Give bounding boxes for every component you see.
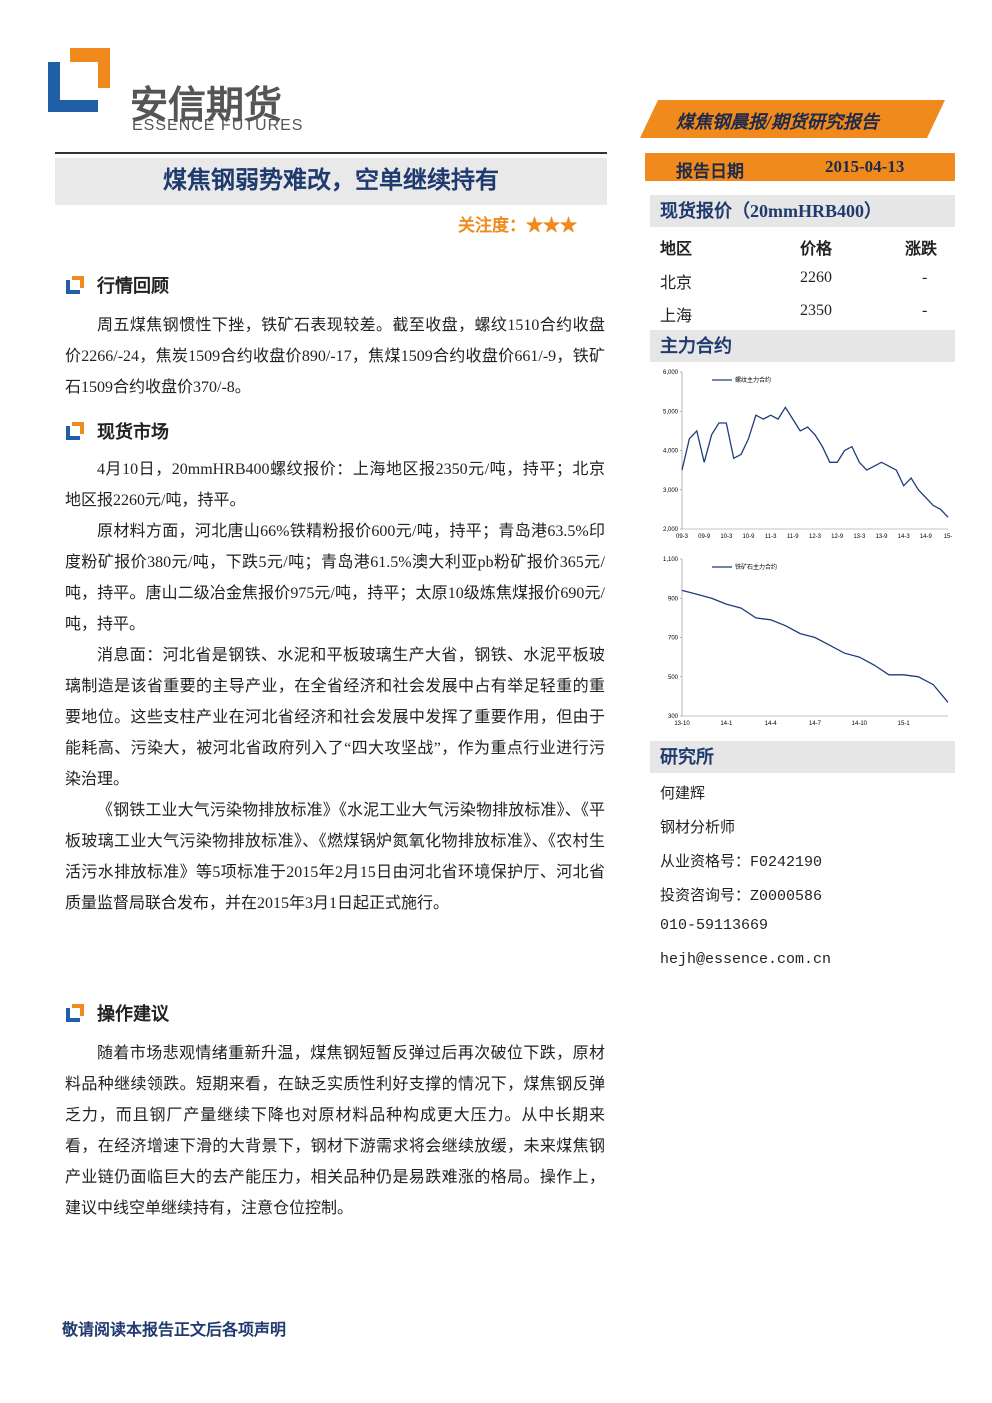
spot-heading: 现货报价（20mmHRB400） bbox=[650, 195, 955, 227]
x-tick-label: 14-10 bbox=[852, 721, 868, 727]
icon bbox=[66, 276, 84, 294]
x-tick-label: 13-3 bbox=[853, 534, 866, 540]
footer: 敬请阅读本报告正文后各项声明 bbox=[62, 1322, 287, 1339]
banner-shape bbox=[640, 100, 945, 138]
date-label: 报告日期 bbox=[676, 162, 744, 181]
heading-text: 操作建议 bbox=[97, 1004, 169, 1024]
x-tick-label: 12-9 bbox=[831, 534, 844, 540]
contact: 何建辉 bbox=[660, 786, 706, 803]
icon bbox=[66, 1004, 84, 1022]
x-tick-label: 15-1 bbox=[898, 721, 911, 727]
paragraph: 周五煤焦钢惯性下挫，铁矿石表现较差。截至收盘，螺纹1510合约收盘价2266/-… bbox=[65, 317, 605, 396]
rule bbox=[55, 152, 607, 154]
y-tick-label: 6,000 bbox=[663, 370, 679, 376]
x-tick-label: 11-9 bbox=[787, 534, 799, 540]
banner: 煤焦钢晨报/期货研究报告 bbox=[676, 112, 879, 132]
line bbox=[681, 406, 949, 518]
institute-heading: 研究所 bbox=[650, 741, 955, 773]
title: 煤焦钢弱势难改，空单继续持有 bbox=[55, 158, 607, 205]
y-tick-label: 900 bbox=[668, 596, 679, 602]
x-tick-label: 12-3 bbox=[809, 534, 822, 540]
col-head: 地区 bbox=[660, 241, 693, 258]
contact: hejh@essence.com.cn bbox=[660, 951, 832, 968]
y-tick-label: 700 bbox=[668, 636, 679, 642]
chart: 2,000 3,000 4,000 5,000 6,000 09-3 09-9 10-3 10-… bbox=[663, 370, 953, 540]
y-tick-label: 3,000 bbox=[663, 488, 679, 494]
cell: 2350 bbox=[800, 302, 832, 319]
y-tick-label: 5,000 bbox=[663, 409, 679, 415]
paragraph: 4月10日，20mmHRB400螺纹报价：上海地区报2350元/吨，持平；北京地… bbox=[65, 461, 605, 509]
x-tick-label: 15- bbox=[944, 534, 953, 540]
date: 2015-04-13 bbox=[825, 157, 905, 176]
heading-text: 行情回顾 bbox=[97, 276, 169, 296]
legend-label: 铁矿石主力合约 bbox=[735, 563, 777, 571]
contact: 010-59113669 bbox=[660, 917, 769, 934]
chart: 300 500 700 900 1,100 13-10 14-1 14-4 14-7 14-10 1… bbox=[663, 557, 949, 727]
contact: 投资咨询号：Z0000586 bbox=[660, 888, 823, 905]
contact: 钢材分析师 bbox=[660, 820, 736, 837]
icon bbox=[66, 422, 84, 440]
x-tick-label: 13-10 bbox=[674, 721, 690, 727]
x-tick-label: 09-3 bbox=[676, 534, 689, 540]
logo-en: ESSENCE FUTURES bbox=[132, 117, 304, 134]
logo-mark bbox=[48, 48, 110, 112]
x-tick-label: 11-3 bbox=[765, 534, 777, 540]
section-heading: 操作建议 bbox=[65, 1000, 169, 1026]
x-tick-label: 14-7 bbox=[809, 721, 822, 727]
line bbox=[681, 589, 949, 703]
y-tick-label: 4,000 bbox=[663, 449, 679, 455]
y-tick-label: 300 bbox=[668, 714, 679, 720]
y-tick-label: 1,100 bbox=[663, 557, 679, 563]
date-bar bbox=[645, 153, 955, 181]
x-tick-label: 14-9 bbox=[920, 534, 933, 540]
attention: 关注度：★★★ bbox=[458, 216, 577, 235]
cell: 北京 bbox=[660, 275, 693, 292]
x-tick-label: 14-3 bbox=[898, 534, 911, 540]
x-tick-label: 09-9 bbox=[698, 534, 711, 540]
x-tick-label: 14-1 bbox=[720, 721, 733, 727]
x-tick-label: 13-9 bbox=[875, 534, 888, 540]
cell: - bbox=[922, 302, 928, 319]
cell: - bbox=[922, 269, 928, 286]
paragraph: 消息面：河北省是钢铁、水泥和平板玻璃生产大省，钢铁、水泥平板玻璃制造是该省重要的… bbox=[65, 647, 605, 788]
paragraph: 《钢铁工业大气污染物排放标准》《水泥工业大气污染物排放标准》、《平板玻璃工业大气… bbox=[65, 802, 605, 912]
x-tick-label: 10-3 bbox=[720, 534, 733, 540]
x-tick-label: 10-9 bbox=[742, 534, 755, 540]
x-tick-label: 14-4 bbox=[765, 721, 778, 727]
logo-cn: 安信期货 bbox=[130, 83, 283, 127]
legend-label: 螺纹主力合约 bbox=[735, 376, 771, 384]
cell: 上海 bbox=[660, 308, 693, 325]
col-head: 价格 bbox=[800, 241, 833, 258]
heading-text: 现货市场 bbox=[97, 422, 169, 442]
y-tick-label: 2,000 bbox=[663, 527, 679, 533]
contract-heading: 主力合约 bbox=[650, 330, 955, 362]
paragraph: 随着市场悲观情绪重新升温，煤焦钢短暂反弹过后再次破位下跌，原材料品种继续领跌。短… bbox=[65, 1045, 605, 1217]
paragraph: 原材料方面，河北唐山66%铁精粉报价600元/吨，持平；青岛港63.5%印度粉矿… bbox=[65, 523, 605, 633]
section-heading: 现货市场 bbox=[65, 418, 169, 444]
col-head: 涨跌 bbox=[905, 241, 938, 258]
y-tick-label: 500 bbox=[668, 675, 679, 681]
cell: 2260 bbox=[800, 269, 832, 286]
contact: 从业资格号：F0242190 bbox=[660, 854, 823, 871]
section-heading: 行情回顾 bbox=[65, 272, 169, 298]
